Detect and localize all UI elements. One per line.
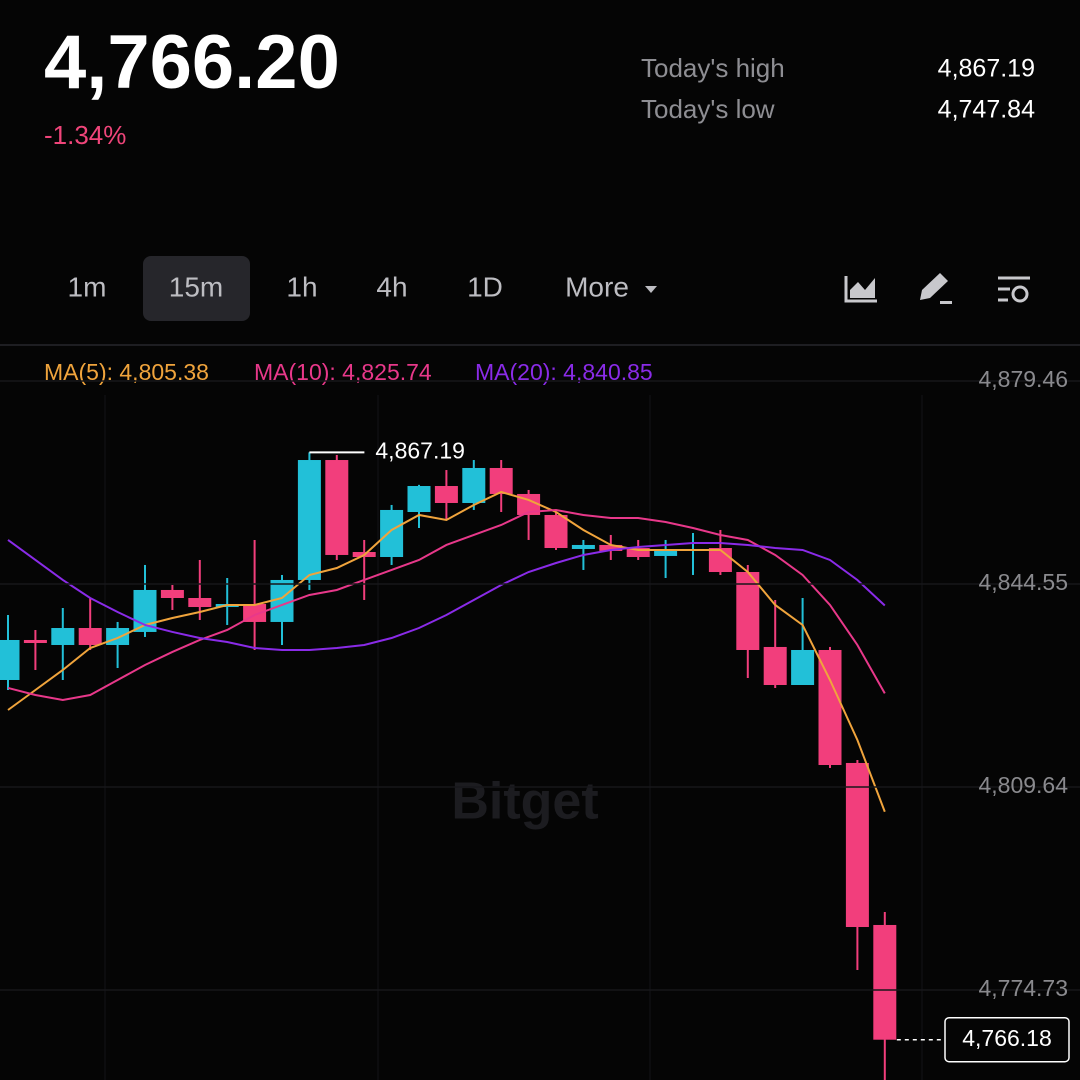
candle-body <box>78 628 102 645</box>
candle-body <box>160 589 184 599</box>
ma-line <box>7 508 886 702</box>
candle-body <box>736 572 760 650</box>
candle-body <box>873 924 897 1040</box>
candle-body <box>23 639 47 644</box>
ma-line <box>7 539 886 651</box>
candle-body <box>571 544 595 549</box>
candle-body <box>818 649 842 766</box>
candle-body <box>0 639 20 680</box>
candle-body <box>325 460 349 555</box>
candle-body <box>188 598 212 608</box>
y-tick-label: 4,844.55 <box>978 569 1068 595</box>
price-change: -1.34% <box>44 120 126 150</box>
last-price-label: 4,766.18 <box>962 1025 1052 1051</box>
draw-tool-icon[interactable] <box>920 273 952 304</box>
interval-tab[interactable]: 15m <box>169 271 223 302</box>
candle-body <box>489 467 513 494</box>
ma-line <box>7 490 886 813</box>
candle-body <box>626 547 650 558</box>
icon-fill <box>850 278 875 298</box>
candle-body <box>106 628 130 645</box>
candle-body <box>845 762 869 928</box>
interval-tabs: 1m 15m 1h 4h 1D More <box>68 256 657 321</box>
interval-tab[interactable]: 4h <box>376 271 407 302</box>
candle-body <box>407 486 431 513</box>
interval-tab[interactable]: 1m <box>68 271 107 302</box>
candle-body <box>462 467 486 503</box>
y-tick-label: 4,809.64 <box>978 772 1068 798</box>
y-tick-label: 4,879.46 <box>978 366 1068 392</box>
stat-label: Today's high <box>641 53 785 83</box>
active-tab-bg <box>143 256 250 321</box>
y-tick-label: 4,774.73 <box>978 975 1068 1001</box>
dropdown-arrow <box>645 286 657 293</box>
plot <box>0 452 897 1080</box>
interval-tab[interactable]: 1h <box>286 271 317 302</box>
interval-tab[interactable]: More <box>565 271 629 302</box>
icon-stroke <box>1011 285 1029 303</box>
candle-body <box>708 547 732 573</box>
candle-body <box>654 550 678 556</box>
candle-body <box>434 486 458 503</box>
price: 4,766.20 <box>44 20 340 105</box>
icon-stroke <box>844 276 877 303</box>
candle-body <box>763 646 787 685</box>
candle-body <box>380 509 404 558</box>
candle-body <box>791 649 815 685</box>
icon-fill <box>940 301 952 304</box>
stat-value: 4,747.84 <box>938 96 1035 124</box>
candle-body <box>544 514 568 548</box>
candle-body <box>270 579 294 622</box>
chart-type-icon[interactable] <box>844 276 877 303</box>
icon-fill <box>920 273 948 300</box>
watermark: Bitget <box>451 773 598 831</box>
candle-body <box>51 628 75 645</box>
settings-icon[interactable] <box>998 276 1030 303</box>
interval-tab[interactable]: 1D <box>467 271 503 302</box>
stat-value: 4,867.19 <box>938 55 1035 83</box>
candle-body <box>599 544 623 551</box>
max-label: 4,867.19 <box>375 437 465 463</box>
last-price-box <box>944 1016 1070 1063</box>
stat-label: Today's low <box>641 94 775 124</box>
icon-stroke <box>998 276 1030 302</box>
candle-body <box>297 460 321 580</box>
